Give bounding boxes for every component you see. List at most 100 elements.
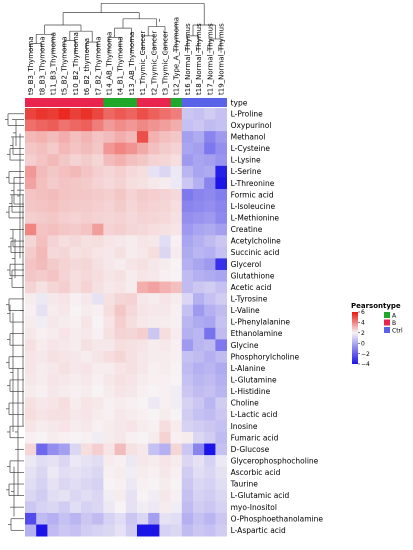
heatmap-cell <box>103 131 115 144</box>
heatmap-cell <box>170 478 183 491</box>
heatmap-cell <box>81 304 93 317</box>
heatmap-cell <box>81 165 93 178</box>
heatmap-cell <box>92 362 104 375</box>
heatmap-cell <box>137 165 149 178</box>
heatmap-cell <box>204 443 216 456</box>
heatmap-cell <box>58 339 71 352</box>
heatmap-cell <box>125 385 138 398</box>
heatmap-cell <box>137 154 149 167</box>
heatmap-cell <box>215 258 227 271</box>
heatmap-cell <box>193 385 205 398</box>
heatmap-cell <box>36 455 48 468</box>
type-legend-label: B <box>392 320 396 327</box>
heatmap-cell <box>58 119 71 132</box>
heatmap-cell <box>36 293 48 306</box>
heatmap-cell <box>159 119 171 132</box>
heatmap-cell <box>193 131 205 144</box>
heatmap-cell <box>148 108 160 120</box>
metabolite-label: Phosphorylcholine <box>231 352 300 361</box>
heatmap-cell <box>114 478 127 491</box>
heatmap-cell <box>92 154 104 167</box>
heatmap-cell <box>137 258 149 271</box>
heatmap-cell <box>181 165 194 178</box>
heatmap-cell <box>193 200 205 213</box>
heatmap-cell <box>170 177 183 190</box>
heatmap-cell <box>58 212 71 225</box>
heatmap-cell <box>148 131 160 144</box>
heatmap-cell <box>58 281 71 294</box>
heatmap-cell <box>170 420 183 433</box>
heatmap-cell <box>114 431 127 444</box>
heatmap-cell <box>181 501 194 514</box>
heatmap-cell <box>148 478 160 491</box>
metabolite-label: Succinic acid <box>231 248 280 257</box>
metabolite-label: Formic acid <box>231 190 274 199</box>
sample-label: t11_B3_Thymoma <box>50 32 58 95</box>
heatmap-cell <box>170 131 183 144</box>
heatmap-cell <box>81 408 93 421</box>
heatmap-cell <box>170 443 183 456</box>
heatmap-cell <box>204 339 216 352</box>
heatmap-cell <box>170 188 183 201</box>
heatmap-cell <box>125 188 138 201</box>
metabolite-label: Methanol <box>231 133 266 142</box>
heatmap-cell <box>204 154 216 167</box>
heatmap-cell <box>47 142 59 155</box>
heatmap-cell <box>114 408 127 421</box>
metabolite-label: Glycerol <box>231 260 262 269</box>
heatmap-cell <box>69 466 82 479</box>
heatmap-cell <box>25 246 37 259</box>
heatmap-cell <box>193 269 205 282</box>
heatmap-cell <box>47 304 59 317</box>
heatmap-cell <box>170 108 183 120</box>
heatmap-cell <box>159 501 171 514</box>
heatmap-cell <box>58 327 71 340</box>
heatmap-cell <box>47 478 59 491</box>
heatmap-cell <box>215 246 227 259</box>
sample-label: t6_B2_thymoma <box>83 38 91 95</box>
sample-type-cell <box>170 98 183 107</box>
heatmap-cell <box>137 385 149 398</box>
metabolite-label: Inosine <box>231 422 258 431</box>
metabolite-label: L-Isoleucine <box>231 202 276 211</box>
type-legend-title: type <box>383 302 401 310</box>
heatmap-cell <box>81 188 93 201</box>
heatmap-cell <box>215 316 227 329</box>
heatmap-cell <box>159 246 171 259</box>
heatmap-cell <box>47 165 59 178</box>
sample-label: t14_AB_Thymoma <box>106 32 114 95</box>
heatmap-cell <box>114 466 127 479</box>
heatmap-cell <box>204 119 216 132</box>
heatmap-cell <box>103 455 115 468</box>
heatmap-cell <box>81 119 93 132</box>
heatmap-cell <box>81 455 93 468</box>
heatmap-cell <box>159 489 171 502</box>
metabolite-label: Taurine <box>230 480 259 489</box>
heatmap-cell <box>137 212 149 225</box>
heatmap-cell <box>81 385 93 398</box>
heatmap-cell <box>69 339 82 352</box>
heatmap-cell <box>103 524 115 537</box>
heatmap-cell <box>103 258 115 271</box>
annotation-bar-label: type <box>231 99 248 108</box>
heatmap-cell <box>193 235 205 248</box>
heatmap-cell <box>170 431 183 444</box>
heatmap-cell <box>204 316 216 329</box>
heatmap-cell <box>125 131 138 144</box>
heatmap-cell <box>159 443 171 456</box>
heatmap-cell <box>25 374 37 387</box>
heatmap-cell <box>103 362 115 375</box>
heatmap-cell <box>170 339 183 352</box>
heatmap-cell <box>103 304 115 317</box>
heatmap-cell <box>181 374 194 387</box>
heatmap-cell <box>193 177 205 190</box>
heatmap-cell <box>58 420 71 433</box>
heatmap-cell <box>103 339 115 352</box>
row-dendrogram <box>5 113 24 531</box>
heatmap-cell <box>204 455 216 468</box>
heatmap-cell <box>193 431 205 444</box>
heatmap-cell <box>181 246 194 259</box>
heatmap-cell <box>92 281 104 294</box>
metabolite-label: L-Threonine <box>231 179 275 188</box>
heatmap-cell <box>92 108 104 120</box>
